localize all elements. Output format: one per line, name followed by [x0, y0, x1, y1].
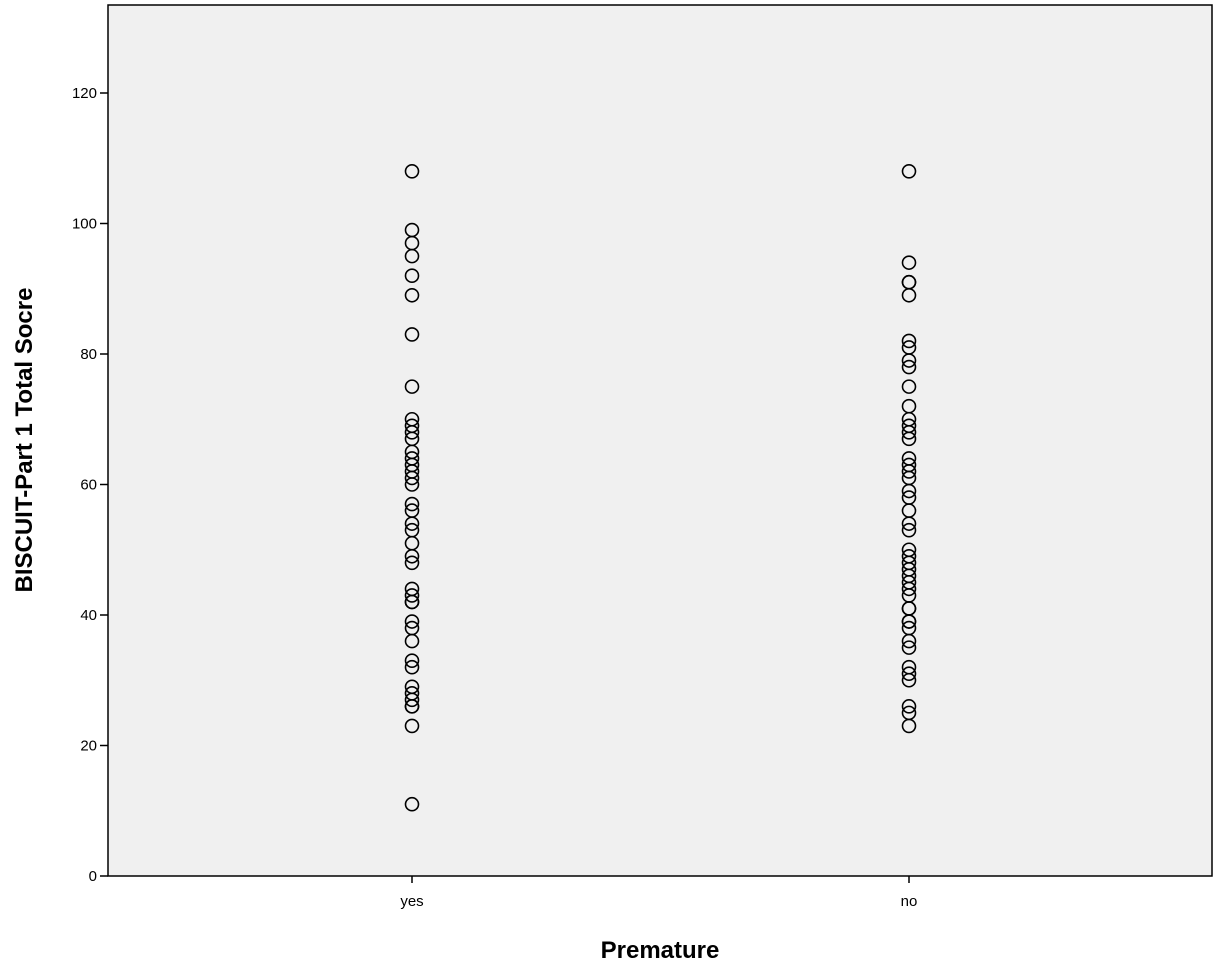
data-point-no [901, 353, 917, 368]
data-point-yes [404, 594, 420, 610]
x-tick-label-no: no [901, 893, 918, 910]
data-point-no [901, 633, 917, 649]
data-point-no [901, 614, 917, 629]
data-point-yes [404, 548, 420, 564]
data-point-no [901, 516, 917, 531]
y-tick-label: 100 [72, 216, 97, 233]
data-point-yes [404, 248, 420, 264]
data-point-yes [404, 164, 420, 179]
data-point-no [901, 483, 917, 499]
data-point-no [901, 666, 917, 682]
data-point-yes [404, 379, 420, 394]
y-tick-label: 80 [80, 346, 97, 363]
data-point-no [901, 464, 917, 479]
data-point-no [901, 640, 917, 655]
data-point-yes [404, 699, 420, 714]
data-point-no [901, 699, 917, 714]
data-point-no [901, 522, 917, 538]
data-point-yes [404, 268, 420, 284]
y-tick-label: 60 [80, 477, 97, 494]
data-point-yes [404, 496, 420, 512]
data-point-yes [404, 588, 420, 603]
data-point-yes [404, 653, 420, 668]
data-point-yes [404, 470, 420, 486]
data-point-yes [404, 692, 420, 708]
data-point-yes [404, 424, 420, 440]
x-axis-title: Premature [601, 937, 720, 964]
data-point-no [901, 164, 917, 179]
data-point-yes [404, 796, 420, 812]
y-axis: 0 20 40 60 80 100 120 [72, 85, 108, 885]
data-point-yes [404, 659, 420, 675]
x-axis: yes no [400, 876, 917, 910]
y-axis-title: BISCUIT-Part 1 Total Socre [11, 288, 38, 593]
data-points [404, 164, 917, 812]
data-point-no [901, 424, 917, 440]
y-tick-label: 0 [89, 868, 97, 885]
data-point-no [901, 581, 917, 597]
data-point-no [901, 672, 917, 688]
data-point-no [901, 379, 917, 394]
plot-area [107, 4, 1213, 877]
data-point-yes [404, 327, 420, 342]
data-point-no [901, 287, 917, 303]
y-tick-label: 20 [80, 738, 97, 755]
data-point-no [901, 359, 917, 375]
data-point-no [901, 431, 917, 447]
data-point-no [901, 333, 917, 349]
x-tick-label-yes: yes [400, 893, 423, 910]
data-point-yes [404, 718, 420, 734]
data-point-yes [404, 614, 420, 629]
data-point-no [901, 718, 917, 734]
data-point-yes [404, 287, 420, 303]
data-point-yes [404, 516, 420, 531]
y-tick-label: 40 [80, 607, 97, 624]
data-point-yes [404, 477, 420, 492]
data-point-no [901, 255, 917, 270]
data-point-yes [404, 555, 420, 571]
y-tick-label: 120 [72, 85, 97, 102]
data-point-yes [404, 633, 420, 649]
